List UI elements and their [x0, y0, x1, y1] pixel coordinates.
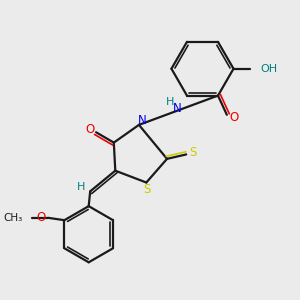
Text: O: O — [37, 211, 46, 224]
Text: O: O — [85, 123, 95, 136]
Text: OH: OH — [260, 64, 277, 74]
Text: S: S — [189, 146, 196, 159]
Text: H: H — [76, 182, 85, 192]
Text: H: H — [166, 97, 174, 107]
Text: O: O — [230, 111, 239, 124]
Text: S: S — [143, 183, 151, 196]
Text: N: N — [137, 114, 146, 127]
Text: CH₃: CH₃ — [3, 212, 22, 223]
Text: N: N — [172, 102, 182, 115]
